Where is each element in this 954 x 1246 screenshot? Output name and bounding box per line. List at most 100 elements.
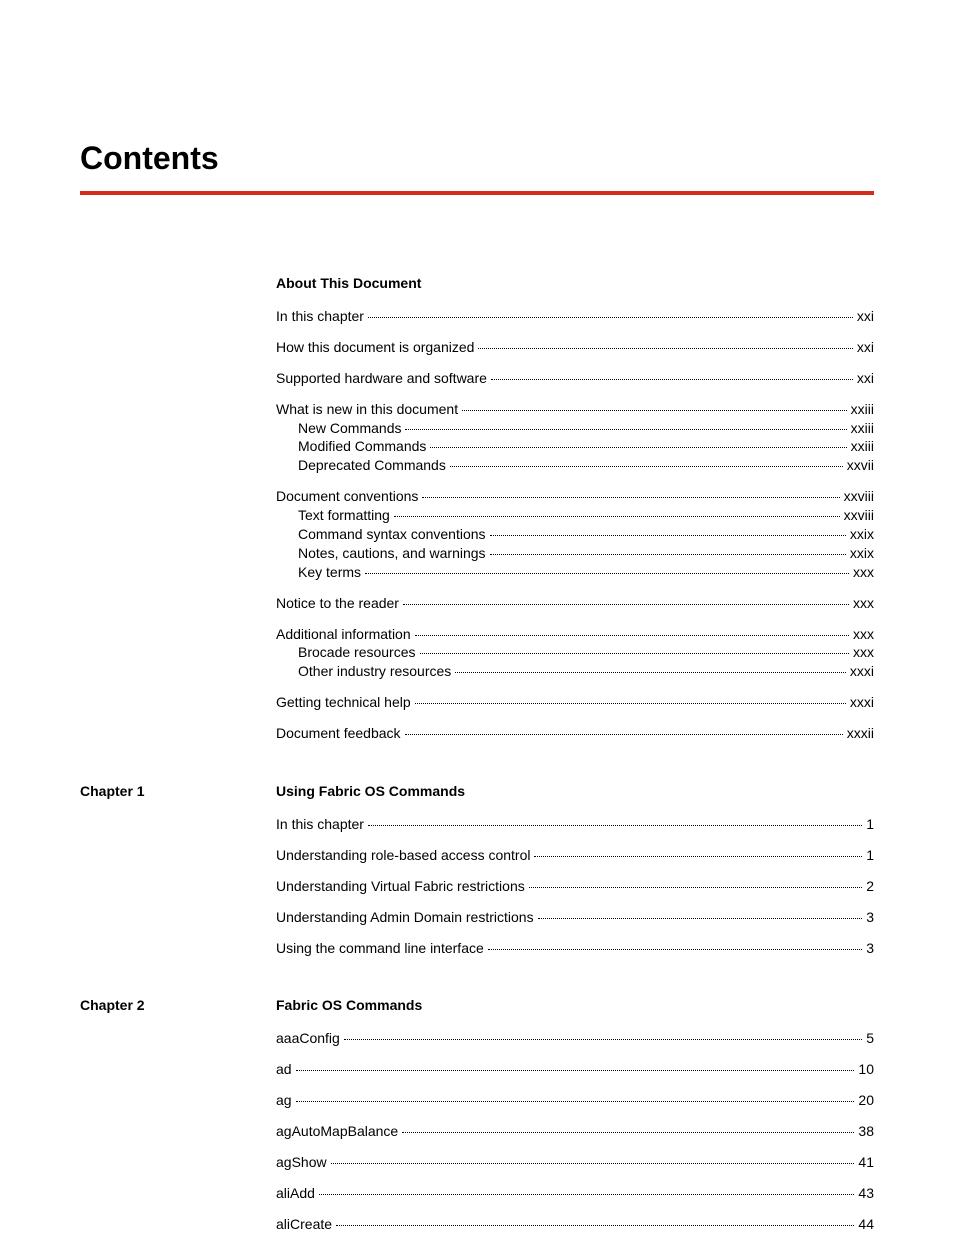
toc-entry[interactable]: agAutoMapBalance38	[276, 1122, 874, 1141]
toc-leader-dots	[405, 429, 846, 430]
toc-leader-dots	[394, 516, 840, 517]
toc-block: How this document is organizedxxi	[276, 338, 874, 357]
toc-block: Understanding Admin Domain restrictions 3	[276, 908, 874, 927]
toc-leader-dots	[368, 317, 853, 318]
toc-entry-label: Command syntax conventions	[298, 525, 486, 544]
toc-entry-label: Deprecated Commands	[298, 456, 446, 475]
toc-leader-dots	[420, 653, 849, 654]
toc-block: ag20	[276, 1091, 874, 1110]
toc-entry[interactable]: Understanding Admin Domain restrictions 3	[276, 908, 874, 927]
toc-leader-dots	[296, 1070, 855, 1071]
toc-leader-dots	[319, 1194, 855, 1195]
toc-entry-page: xxi	[857, 338, 874, 357]
toc-entry-label: Brocade resources	[298, 643, 416, 662]
toc-entry-page: 5	[866, 1029, 874, 1048]
toc-entry[interactable]: aliAdd 43	[276, 1184, 874, 1203]
section-heading: About This Document	[276, 275, 874, 291]
toc-block: aaaConfig 5	[276, 1029, 874, 1048]
toc-entry-page: xxviii	[844, 487, 874, 506]
toc-leader-dots	[529, 887, 862, 888]
toc-entry[interactable]: Using the command line interface3	[276, 939, 874, 958]
toc-entry-page: xxviii	[844, 506, 874, 525]
toc-entry[interactable]: In this chapter1	[276, 815, 874, 834]
toc-leader-dots	[491, 379, 853, 380]
toc-entry-label: Document feedback	[276, 724, 401, 743]
toc-entry[interactable]: Notice to the reader xxx	[276, 594, 874, 613]
toc-entry[interactable]: Command syntax conventions xxix	[276, 525, 874, 544]
toc-entry[interactable]: Notes, cautions, and warningsxxix	[276, 544, 874, 563]
toc-entry[interactable]: What is new in this document xxiii	[276, 400, 874, 419]
toc-block: Document feedback xxxii	[276, 724, 874, 743]
toc-entry[interactable]: aliCreate44	[276, 1215, 874, 1234]
toc-entry-label: Notice to the reader	[276, 594, 399, 613]
toc-entry[interactable]: Brocade resources xxx	[276, 643, 874, 662]
toc-entry-label: aliAdd	[276, 1184, 315, 1203]
toc-entry[interactable]: How this document is organizedxxi	[276, 338, 874, 357]
toc-entry[interactable]: Modified Commandsxxiii	[276, 437, 874, 456]
toc-section: About This Document In this chapterxxi How…	[80, 275, 874, 755]
toc-entry[interactable]: aaaConfig 5	[276, 1029, 874, 1048]
toc-leader-dots	[336, 1225, 854, 1226]
toc-block: Understanding Virtual Fabric restriction…	[276, 877, 874, 896]
toc-entry[interactable]: Understanding role-based access control1	[276, 846, 874, 865]
chapter-label: Chapter 2	[80, 997, 258, 1013]
toc-entry[interactable]: Document conventionsxxviii	[276, 487, 874, 506]
toc-entry[interactable]: Other industry resourcesxxxi	[276, 662, 874, 681]
toc-leader-dots	[368, 825, 862, 826]
toc-entry-label: New Commands	[298, 419, 401, 438]
toc-entry-label: Understanding Admin Domain restrictions	[276, 908, 534, 927]
section-heading: Using Fabric OS Commands	[276, 783, 874, 799]
toc-block: Additional informationxxxBrocade resourc…	[276, 625, 874, 682]
toc-entry[interactable]: Getting technical helpxxxi	[276, 693, 874, 712]
toc-entry[interactable]: Text formattingxxviii	[276, 506, 874, 525]
toc-leader-dots	[402, 1132, 854, 1133]
toc-block: In this chapter1	[276, 815, 874, 834]
toc-section: Chapter 1Using Fabric OS CommandsIn this…	[80, 783, 874, 969]
toc-entry-label: Modified Commands	[298, 437, 426, 456]
toc-entry[interactable]: New Commands xxiii	[276, 419, 874, 438]
toc-entry-page: xxiii	[851, 419, 874, 438]
section-left-column	[80, 275, 276, 755]
toc-leader-dots	[534, 856, 862, 857]
toc-block: What is new in this documentxxiiiNew Com…	[276, 400, 874, 476]
toc-block: aliAdd 43	[276, 1184, 874, 1203]
toc-block: Supported hardware and softwarexxi	[276, 369, 874, 388]
toc-entry-label: aliCreate	[276, 1215, 332, 1234]
toc-entry-page: xxx	[853, 643, 874, 662]
toc-entry-page: xxxii	[847, 724, 874, 743]
toc-entry[interactable]: ad10	[276, 1060, 874, 1079]
toc-entry-page: 3	[866, 908, 874, 927]
toc-entry[interactable]: Understanding Virtual Fabric restriction…	[276, 877, 874, 896]
toc-entry[interactable]: Deprecated Commandsxxvii	[276, 456, 874, 475]
toc-entry-page: xxi	[857, 307, 874, 326]
toc-entry[interactable]: Key termsxxx	[276, 563, 874, 582]
toc-entry[interactable]: agShow41	[276, 1153, 874, 1172]
toc-body: About This Document In this chapterxxi How…	[80, 275, 874, 1246]
toc-leader-dots	[344, 1039, 862, 1040]
toc-entry-page: xxx	[853, 594, 874, 613]
toc-leader-dots	[422, 497, 839, 498]
toc-block: aliCreate44	[276, 1215, 874, 1234]
toc-entry-label: Other industry resources	[298, 662, 451, 681]
toc-entry[interactable]: Document feedback xxxii	[276, 724, 874, 743]
toc-block: Understanding role-based access control1	[276, 846, 874, 865]
toc-block: In this chapterxxi	[276, 307, 874, 326]
divider-rule	[80, 191, 874, 195]
toc-leader-dots	[430, 447, 846, 448]
toc-entry[interactable]: Additional informationxxx	[276, 625, 874, 644]
toc-block: agAutoMapBalance38	[276, 1122, 874, 1141]
toc-entry[interactable]: In this chapterxxi	[276, 307, 874, 326]
toc-entry[interactable]: ag20	[276, 1091, 874, 1110]
section-right-column: Fabric OS CommandsaaaConfig5ad10ag20agAu…	[276, 997, 874, 1245]
toc-entry-page: xxiii	[851, 400, 874, 419]
toc-entry-label: Understanding role-based access control	[276, 846, 530, 865]
toc-entry-label: aaaConfig	[276, 1029, 340, 1048]
toc-entry-page: xxx	[853, 563, 874, 582]
toc-entry[interactable]: Supported hardware and softwarexxi	[276, 369, 874, 388]
toc-entry-label: What is new in this document	[276, 400, 458, 419]
toc-leader-dots	[296, 1101, 855, 1102]
toc-entry-page: xxix	[850, 525, 874, 544]
toc-entry-page: 43	[858, 1184, 874, 1203]
toc-entry-label: agAutoMapBalance	[276, 1122, 398, 1141]
toc-entry-label: agShow	[276, 1153, 327, 1172]
